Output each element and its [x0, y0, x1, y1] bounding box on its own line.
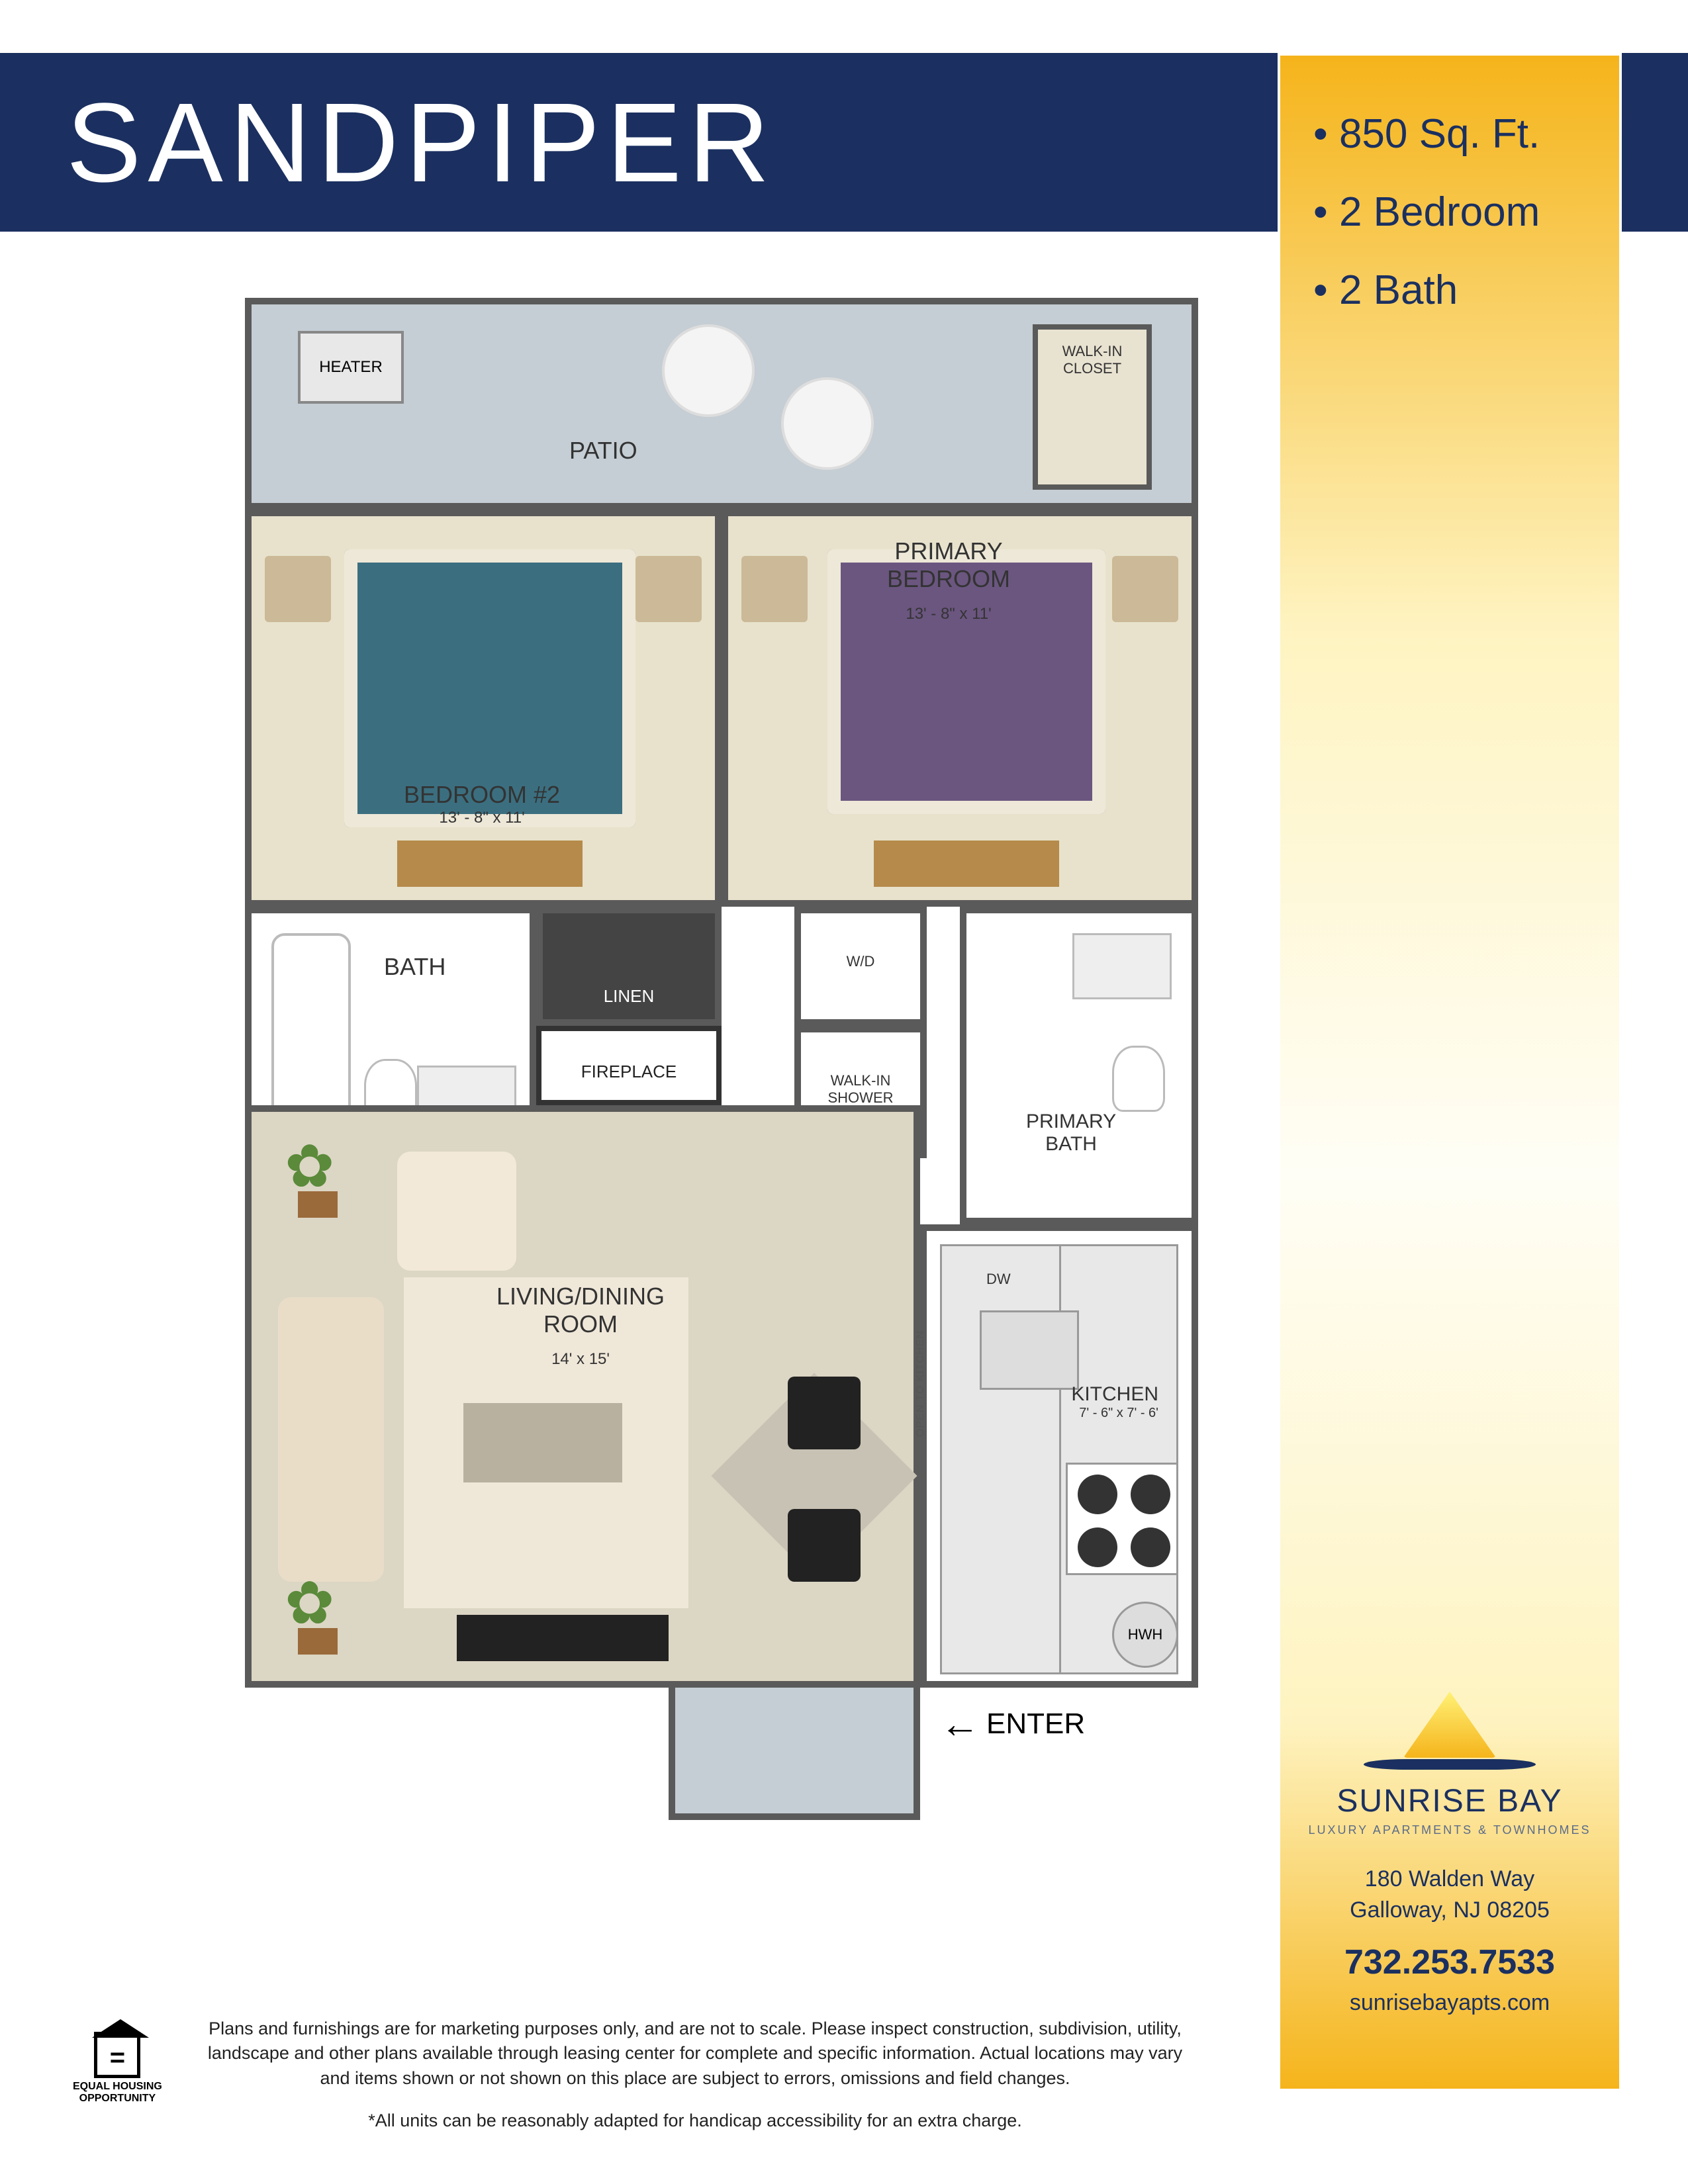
shower-label: WALK-IN SHOWER: [801, 1072, 920, 1107]
dresser: [874, 841, 1059, 887]
nightstand: [741, 556, 808, 622]
plant-icon: [278, 1575, 357, 1655]
dining-chair: [788, 1509, 861, 1582]
sun-icon: [1403, 1692, 1496, 1758]
spec-sqft: 850 Sq. Ft.: [1313, 95, 1586, 173]
brand-name: SUNRISE BAY: [1280, 1783, 1619, 1819]
disclaimer-accessibility: *All units can be reasonably adapted for…: [199, 2111, 1192, 2131]
dw-label: DW: [986, 1271, 1011, 1288]
patio-chair-2: [781, 377, 874, 470]
living-dining: LIVING/DINING ROOM 14' x 15': [245, 1105, 920, 1688]
brand-tagline: LUXURY APARTMENTS & TOWNHOMES: [1280, 1823, 1619, 1837]
spec-baths: 2 Bath: [1313, 251, 1586, 330]
wd-label: W/D: [801, 953, 920, 970]
fireplace-label: FIREPLACE: [541, 1058, 716, 1086]
hot-water-heater: HWH: [1112, 1602, 1178, 1668]
brand-block: SUNRISE BAY LUXURY APARTMENTS & TOWNHOME…: [1280, 1692, 1619, 2016]
eho-label: EQUAL HOUSING OPPORTUNITY: [73, 2081, 162, 2105]
entry-hall: [669, 1688, 920, 1820]
floorplan-title: SANDPIPER: [66, 78, 776, 208]
bathtub: [271, 933, 351, 1132]
nightstand: [1112, 556, 1178, 622]
sidebar: 850 Sq. Ft. 2 Bedroom 2 Bath SUNRISE BAY…: [1278, 53, 1622, 2091]
bedroom-2: BEDROOM #2 13' - 8" x 11': [245, 510, 722, 907]
armchair: [397, 1152, 516, 1271]
house-icon: [94, 2032, 140, 2078]
linen-closet: LINEN: [536, 907, 722, 1026]
nightstand: [635, 556, 702, 622]
patio: HEATER WALK-IN CLOSET PATIO: [245, 298, 1198, 510]
bedroom-2-label: BEDROOM #2 13' - 8" x 11': [404, 781, 560, 827]
dresser: [397, 841, 583, 887]
stove: [1066, 1463, 1178, 1575]
fireplace: FIREPLACE: [536, 1026, 722, 1105]
walk-in-closet: WALK-IN CLOSET: [1033, 324, 1152, 490]
tv-console: [457, 1615, 669, 1661]
brand-website: sunrisebayapts.com: [1280, 1990, 1619, 2016]
dining-chair: [788, 1377, 861, 1449]
kitchen: DW HWH KITCHEN 7' - 6" x 7' - 6': [920, 1224, 1198, 1688]
page: SANDPIPER 850 Sq. Ft. 2 Bedroom 2 Bath S…: [0, 0, 1688, 2184]
washer-dryer: W/D: [794, 907, 927, 1026]
bath-1-label: PRIMARY BATH: [1026, 1099, 1116, 1167]
linen-label: LINEN: [543, 986, 715, 1007]
sofa: [278, 1297, 384, 1582]
bedroom-1-label: PRIMARY BEDROOM 13' - 8" x 11': [887, 525, 1010, 635]
closet-label: WALK-IN CLOSET: [1038, 343, 1147, 377]
patio-label: PATIO: [569, 437, 637, 465]
primary-bedroom: PRIMARY BEDROOM 13' - 8" x 11': [722, 510, 1198, 907]
brand-phone: 732.253.7533: [1280, 1942, 1619, 1982]
patio-chair-1: [662, 324, 755, 417]
address-line1: 180 Walden Way: [1280, 1864, 1619, 1895]
counter: [940, 1244, 1072, 1674]
kitchen-label: KITCHEN 7' - 6" x 7' - 6': [1071, 1383, 1158, 1421]
brand-address: 180 Walden Way Galloway, NJ 08205: [1280, 1864, 1619, 1927]
coffee-table: [463, 1403, 622, 1482]
hwh-label: HWH: [1128, 1626, 1163, 1643]
plant-icon: [278, 1138, 357, 1218]
floor-plan: HEATER WALK-IN CLOSET PATIO SLIDING GLAS…: [245, 298, 1198, 1873]
bath-2-label: BATH: [384, 953, 445, 981]
heater: HEATER: [298, 331, 404, 404]
primary-bath: PRIMARY BATH: [960, 907, 1198, 1224]
sink: [980, 1310, 1079, 1390]
disclaimer-text: Plans and furnishings are for marketing …: [199, 2017, 1192, 2091]
spec-list: 850 Sq. Ft. 2 Bedroom 2 Bath: [1280, 56, 1619, 329]
toilet: [1112, 1046, 1165, 1112]
living-label: LIVING/DINING ROOM 14' x 15': [496, 1271, 665, 1381]
open-to-kitchen-label: OPEN TO KITCHEN: [915, 1330, 927, 1437]
nightstand: [265, 556, 331, 622]
vanity: [1072, 933, 1172, 999]
equal-housing-icon: EQUAL HOUSING OPPORTUNITY: [73, 2032, 162, 2105]
enter-label: ENTER: [940, 1701, 1085, 1747]
spec-beds: 2 Bedroom: [1313, 173, 1586, 251]
wave-icon: [1364, 1759, 1536, 1770]
heater-label: HEATER: [319, 358, 383, 377]
address-line2: Galloway, NJ 08205: [1280, 1895, 1619, 1927]
